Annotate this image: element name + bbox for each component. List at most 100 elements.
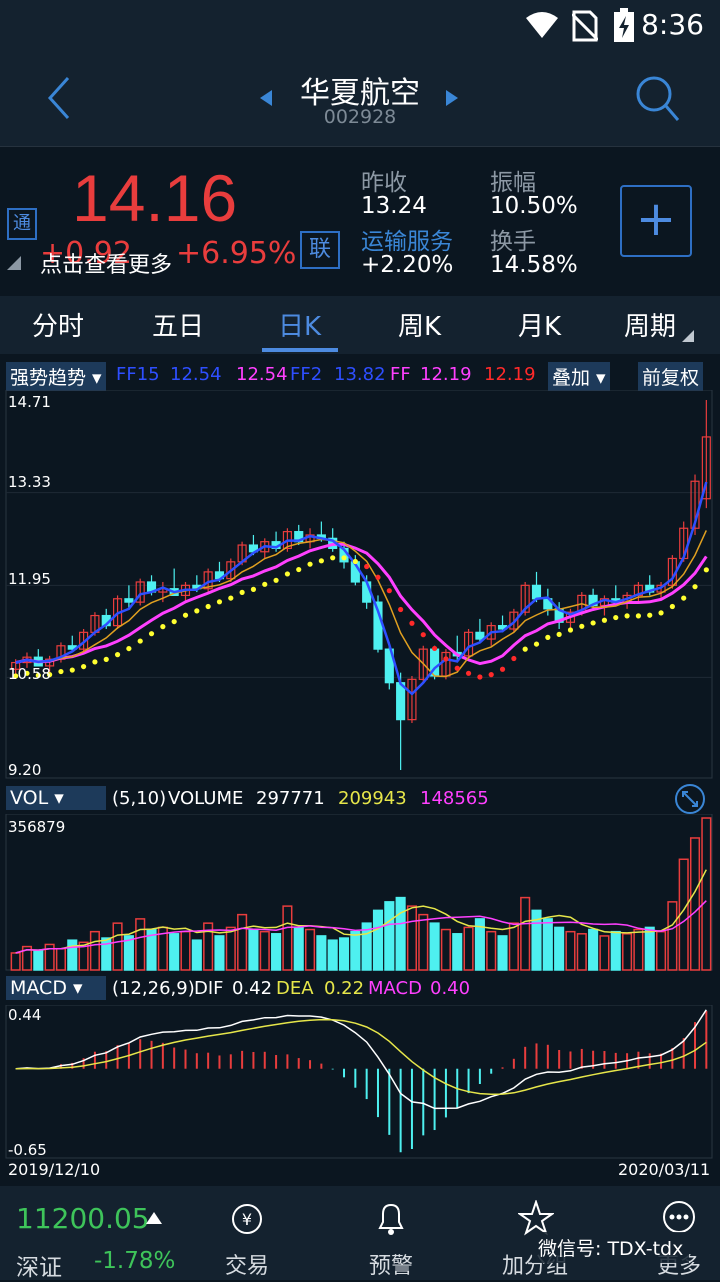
dif-line xyxy=(15,1009,707,1110)
tab-monthly-k[interactable]: 月K xyxy=(518,312,562,342)
stock-name: 华夏航空 xyxy=(300,76,420,111)
support-dot xyxy=(488,672,494,678)
volume-ma5: 209943 xyxy=(338,788,407,809)
support-dot xyxy=(262,581,268,587)
support-dot xyxy=(465,670,472,676)
support-dot xyxy=(160,624,166,630)
support-dot xyxy=(533,641,540,647)
next-stock-arrow-icon[interactable] xyxy=(446,90,458,106)
indicator-selector[interactable]: 强势趋势 ▾ xyxy=(6,362,106,391)
support-dot xyxy=(556,631,562,637)
volume-bar xyxy=(667,901,678,971)
volume-bar xyxy=(21,945,33,971)
volume-bar xyxy=(508,922,519,971)
support-dot xyxy=(24,670,30,676)
tab-intraday[interactable]: 分时 xyxy=(32,312,85,342)
macd-selector[interactable]: MACD ▾ xyxy=(6,976,106,1000)
chart-panel xyxy=(0,356,720,1186)
quote-panel xyxy=(0,147,720,290)
candle-body xyxy=(509,611,519,630)
volume-max-label: 356879 xyxy=(8,818,66,836)
corner-arrow-icon xyxy=(7,256,21,270)
support-dot xyxy=(567,627,574,633)
sector-link[interactable]: 运输服务 xyxy=(361,229,453,255)
stock-code: 002928 xyxy=(323,106,397,128)
volume-bar xyxy=(237,913,248,971)
tab-daily-k[interactable]: 日K xyxy=(278,312,322,342)
index-name: 深证 xyxy=(16,1255,62,1281)
indicator-selector-label: 强势趋势 xyxy=(10,367,87,389)
back-arrow-icon[interactable] xyxy=(40,74,80,122)
volume-bar xyxy=(463,926,474,971)
support-dot xyxy=(250,586,257,592)
ff2-label: FF2 xyxy=(290,364,323,385)
index-change: -1.78% xyxy=(94,1248,176,1274)
search-icon[interactable] xyxy=(636,74,680,122)
support-dot xyxy=(171,618,177,625)
support-dot xyxy=(239,589,245,595)
candle-body xyxy=(79,631,89,650)
support-dot xyxy=(273,577,279,583)
nav-alert[interactable]: 预警 xyxy=(368,1254,413,1279)
star-icon xyxy=(518,1200,554,1236)
volume-bar xyxy=(554,926,565,971)
view-more-link[interactable]: 点击查看更多 xyxy=(40,253,173,278)
price-change: +0.92 xyxy=(40,236,132,271)
volume-bar xyxy=(474,918,485,971)
macd-chart xyxy=(5,1005,713,1159)
bell-icon xyxy=(378,1203,404,1235)
volume-params: (5,10) xyxy=(112,788,167,809)
volume-bar xyxy=(655,930,667,971)
macd-bottom-label: -0.65 xyxy=(8,1141,47,1159)
support-dot xyxy=(137,638,143,644)
volume-selector[interactable]: VOL ▾ xyxy=(6,786,106,810)
nav-trade[interactable]: 交易 xyxy=(224,1254,269,1279)
volume-bar xyxy=(191,939,202,971)
volume-bar xyxy=(440,928,451,971)
ff-value: 12.19 xyxy=(420,364,472,385)
volume-bar xyxy=(689,837,701,971)
support-dot xyxy=(296,566,302,573)
candle-body xyxy=(407,678,417,721)
prev-stock-arrow-icon[interactable] xyxy=(260,90,272,106)
volume-ma10-line xyxy=(15,900,707,954)
ff15-label: FF15 xyxy=(116,364,160,385)
macd-label: MACD xyxy=(368,978,422,999)
volume-bar xyxy=(520,896,531,971)
dea-line xyxy=(15,1018,707,1096)
tab-period[interactable]: 周期 xyxy=(624,312,677,342)
candle-body xyxy=(520,584,530,613)
adjust-selector[interactable]: 前复权 xyxy=(638,362,704,391)
volume-label: VOLUME xyxy=(168,788,244,809)
candle-body xyxy=(475,631,485,640)
support-dot xyxy=(205,603,211,610)
support-dot xyxy=(114,652,121,658)
support-dot xyxy=(126,645,132,652)
volume-bar xyxy=(644,926,655,971)
index-value[interactable]: 11200.05 xyxy=(16,1202,150,1235)
lian-badge[interactable]: 联 xyxy=(300,231,340,269)
candlestick-chart[interactable] xyxy=(0,390,720,780)
volume-bar xyxy=(576,933,587,971)
macd-top-label: 0.44 xyxy=(8,1006,42,1024)
support-dot xyxy=(13,673,19,679)
axis-top-label: 14.71 xyxy=(8,393,51,411)
tab-weekly-k[interactable]: 周K xyxy=(398,312,442,342)
volume-bar xyxy=(282,905,293,971)
start-date: 2019/12/10 xyxy=(8,1160,101,1179)
period-dropdown-icon xyxy=(682,330,694,342)
tab-five-day[interactable]: 五日 xyxy=(152,312,205,342)
svg-text:¥: ¥ xyxy=(242,1210,252,1229)
volume-ma5-line xyxy=(15,869,707,954)
volume-bar xyxy=(225,926,236,971)
expand-icon[interactable] xyxy=(674,783,706,815)
yuan-cycle-icon: ¥ xyxy=(232,1204,262,1234)
tong-badge[interactable]: 通 xyxy=(7,208,37,240)
overlay-selector[interactable]: 叠加 ▾ xyxy=(548,362,610,391)
candle-body xyxy=(135,581,145,603)
add-watchlist-button[interactable]: + xyxy=(620,185,692,257)
plus-icon: + xyxy=(635,191,677,247)
sector-change: +2.20% xyxy=(361,252,454,278)
support-dot xyxy=(352,558,358,565)
volume-bar xyxy=(214,935,225,971)
